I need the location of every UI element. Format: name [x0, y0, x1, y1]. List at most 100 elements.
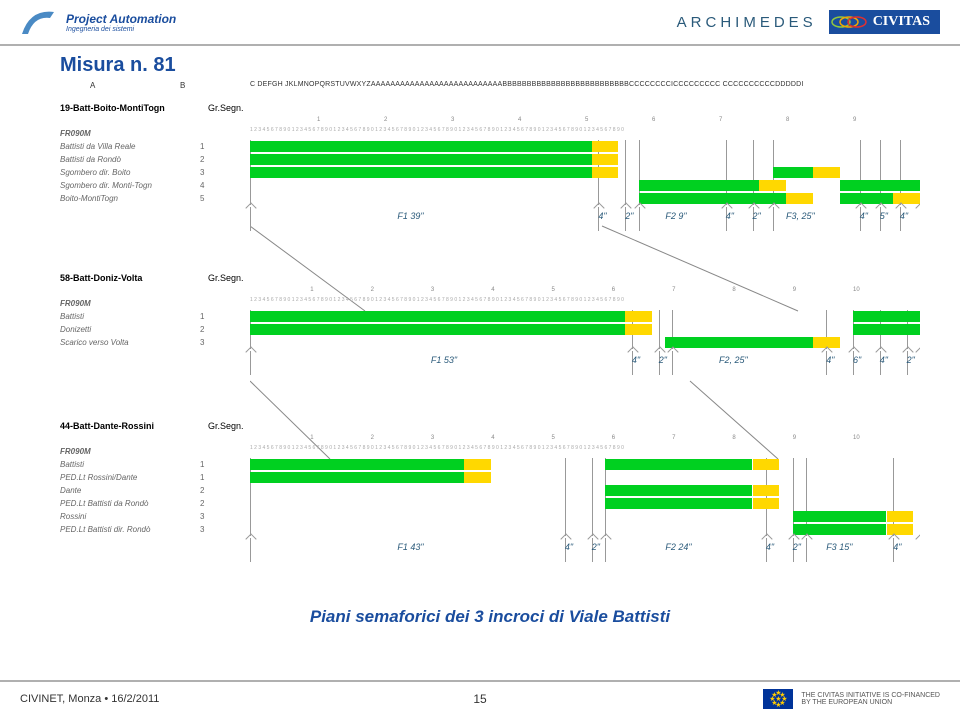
vline	[625, 179, 626, 192]
timing-text: 4"	[826, 355, 834, 365]
section-title: 19-Batt-Boito-MontiTogn	[60, 103, 200, 113]
row-number: 3	[200, 512, 250, 521]
scale-marker: 4	[491, 435, 494, 441]
timing-text: 4"	[766, 542, 774, 552]
timing-text: 4"	[900, 211, 908, 221]
row-label: Scarico verso Volta	[60, 338, 200, 347]
timing-text: F3, 25"	[786, 211, 815, 221]
vline	[773, 153, 774, 166]
logo-left: Project Automation Ingegneria dei sistem…	[20, 4, 176, 40]
vline	[766, 510, 767, 523]
vline	[639, 153, 640, 166]
civitas-box: CIVITAS	[829, 10, 940, 34]
vline	[565, 497, 566, 510]
vline	[659, 310, 660, 323]
vline	[625, 166, 626, 179]
timing-text: 4"	[893, 542, 901, 552]
vline	[726, 140, 727, 153]
bar-green	[605, 485, 752, 496]
bar-yellow	[786, 193, 813, 204]
bar-green	[773, 167, 813, 178]
bar-green	[605, 498, 752, 509]
signal-row: PED.Lt Rossini/Dante 1	[60, 471, 920, 484]
timing-mark	[773, 207, 774, 231]
signal-row: Sgombero dir. Monti-Togn 4	[60, 179, 920, 192]
vline	[893, 471, 894, 484]
scale-marker: 6	[612, 287, 615, 293]
vline	[793, 458, 794, 471]
page-number: 15	[473, 692, 486, 706]
vline	[880, 140, 881, 153]
row-number: 3	[200, 525, 250, 534]
bar-green	[605, 459, 752, 470]
signal-row: Battisti 1	[60, 458, 920, 471]
timing-text: 2"	[907, 355, 915, 365]
bar-yellow	[753, 485, 780, 496]
vline	[826, 323, 827, 336]
fr-label: FR090M	[60, 129, 200, 138]
vline	[639, 140, 640, 153]
bar-green	[639, 180, 760, 191]
vline	[605, 510, 606, 523]
col-a: A	[90, 81, 95, 90]
bar-green	[840, 180, 920, 191]
row-number: 1	[200, 312, 250, 321]
vline	[565, 510, 566, 523]
timing-text: 4"	[632, 355, 640, 365]
vline	[565, 458, 566, 471]
timing-text: 6"	[853, 355, 861, 365]
vline	[806, 471, 807, 484]
vline	[659, 323, 660, 336]
row-number: 1	[200, 473, 250, 482]
traffic-section: 58-Batt-Doniz-Volta Gr.Segn. 12345678910…	[60, 269, 920, 377]
scale-marker: 3	[451, 117, 454, 123]
row-number: 3	[200, 168, 250, 177]
scale-marker: 2	[384, 117, 387, 123]
vline	[672, 323, 673, 336]
timing-text: F3 15"	[826, 542, 852, 552]
traffic-section: 19-Batt-Boito-MontiTogn Gr.Segn. 1234567…	[60, 99, 920, 233]
row-label: Dante	[60, 486, 200, 495]
signal-row: Sgombero dir. Boito 3	[60, 166, 920, 179]
bar-yellow	[592, 141, 619, 152]
bar-green	[793, 511, 887, 522]
timing-text: 2"	[659, 355, 667, 365]
grsegn-label: Gr.Segn.	[208, 421, 258, 431]
page-title: Misura n. 81	[60, 54, 920, 77]
timing-mark	[639, 207, 640, 231]
signal-row: Battisti 1	[60, 310, 920, 323]
scale-marker: 5	[552, 287, 555, 293]
row-number: 1	[200, 142, 250, 151]
row-bars	[250, 166, 920, 179]
signal-row: Rossini 3	[60, 510, 920, 523]
vline	[726, 153, 727, 166]
timing-text: F1 53"	[431, 355, 457, 365]
chart-area: A B C DEFGH JKLMNOPQRSTUVWXYZAAAAAAAAAAA…	[60, 81, 920, 601]
grsegn-label: Gr.Segn.	[208, 273, 258, 283]
fr-label: FR090M	[60, 447, 200, 456]
bar-yellow	[813, 167, 840, 178]
timing-text: F1 39"	[397, 211, 423, 221]
footer: CIVINET, Monza • 16/2/2011 15 THE CIVITA…	[0, 680, 960, 716]
section-title: 58-Batt-Doniz-Volta	[60, 273, 200, 283]
vline	[806, 458, 807, 471]
row-bars	[250, 153, 920, 166]
scale-marker: 2	[371, 287, 374, 293]
row-bars	[250, 484, 920, 497]
logo-right: ARCHIMEDES CIVITAS	[677, 10, 940, 34]
section-header: 44-Batt-Dante-Rossini Gr.Segn.	[60, 417, 920, 435]
subtitle: Piani semaforici dei 3 incroci di Viale …	[60, 607, 920, 627]
row-label: Sgombero dir. Monti-Togn	[60, 181, 200, 190]
timing-text: 2"	[793, 542, 801, 552]
bar-green	[250, 311, 625, 322]
bar-yellow	[625, 324, 652, 335]
timing-text: 4"	[726, 211, 734, 221]
scale-major: 12345678910	[60, 435, 920, 445]
vline	[592, 497, 593, 510]
row-label: Boito-MontiTogn	[60, 194, 200, 203]
civitas-swirl-icon	[831, 11, 871, 33]
scale-marker: 5	[552, 435, 555, 441]
subtitle-block: Piani semaforici dei 3 incroci di Viale …	[60, 607, 920, 627]
row-bars	[250, 510, 920, 523]
scale-major: 12345678910	[60, 287, 920, 297]
